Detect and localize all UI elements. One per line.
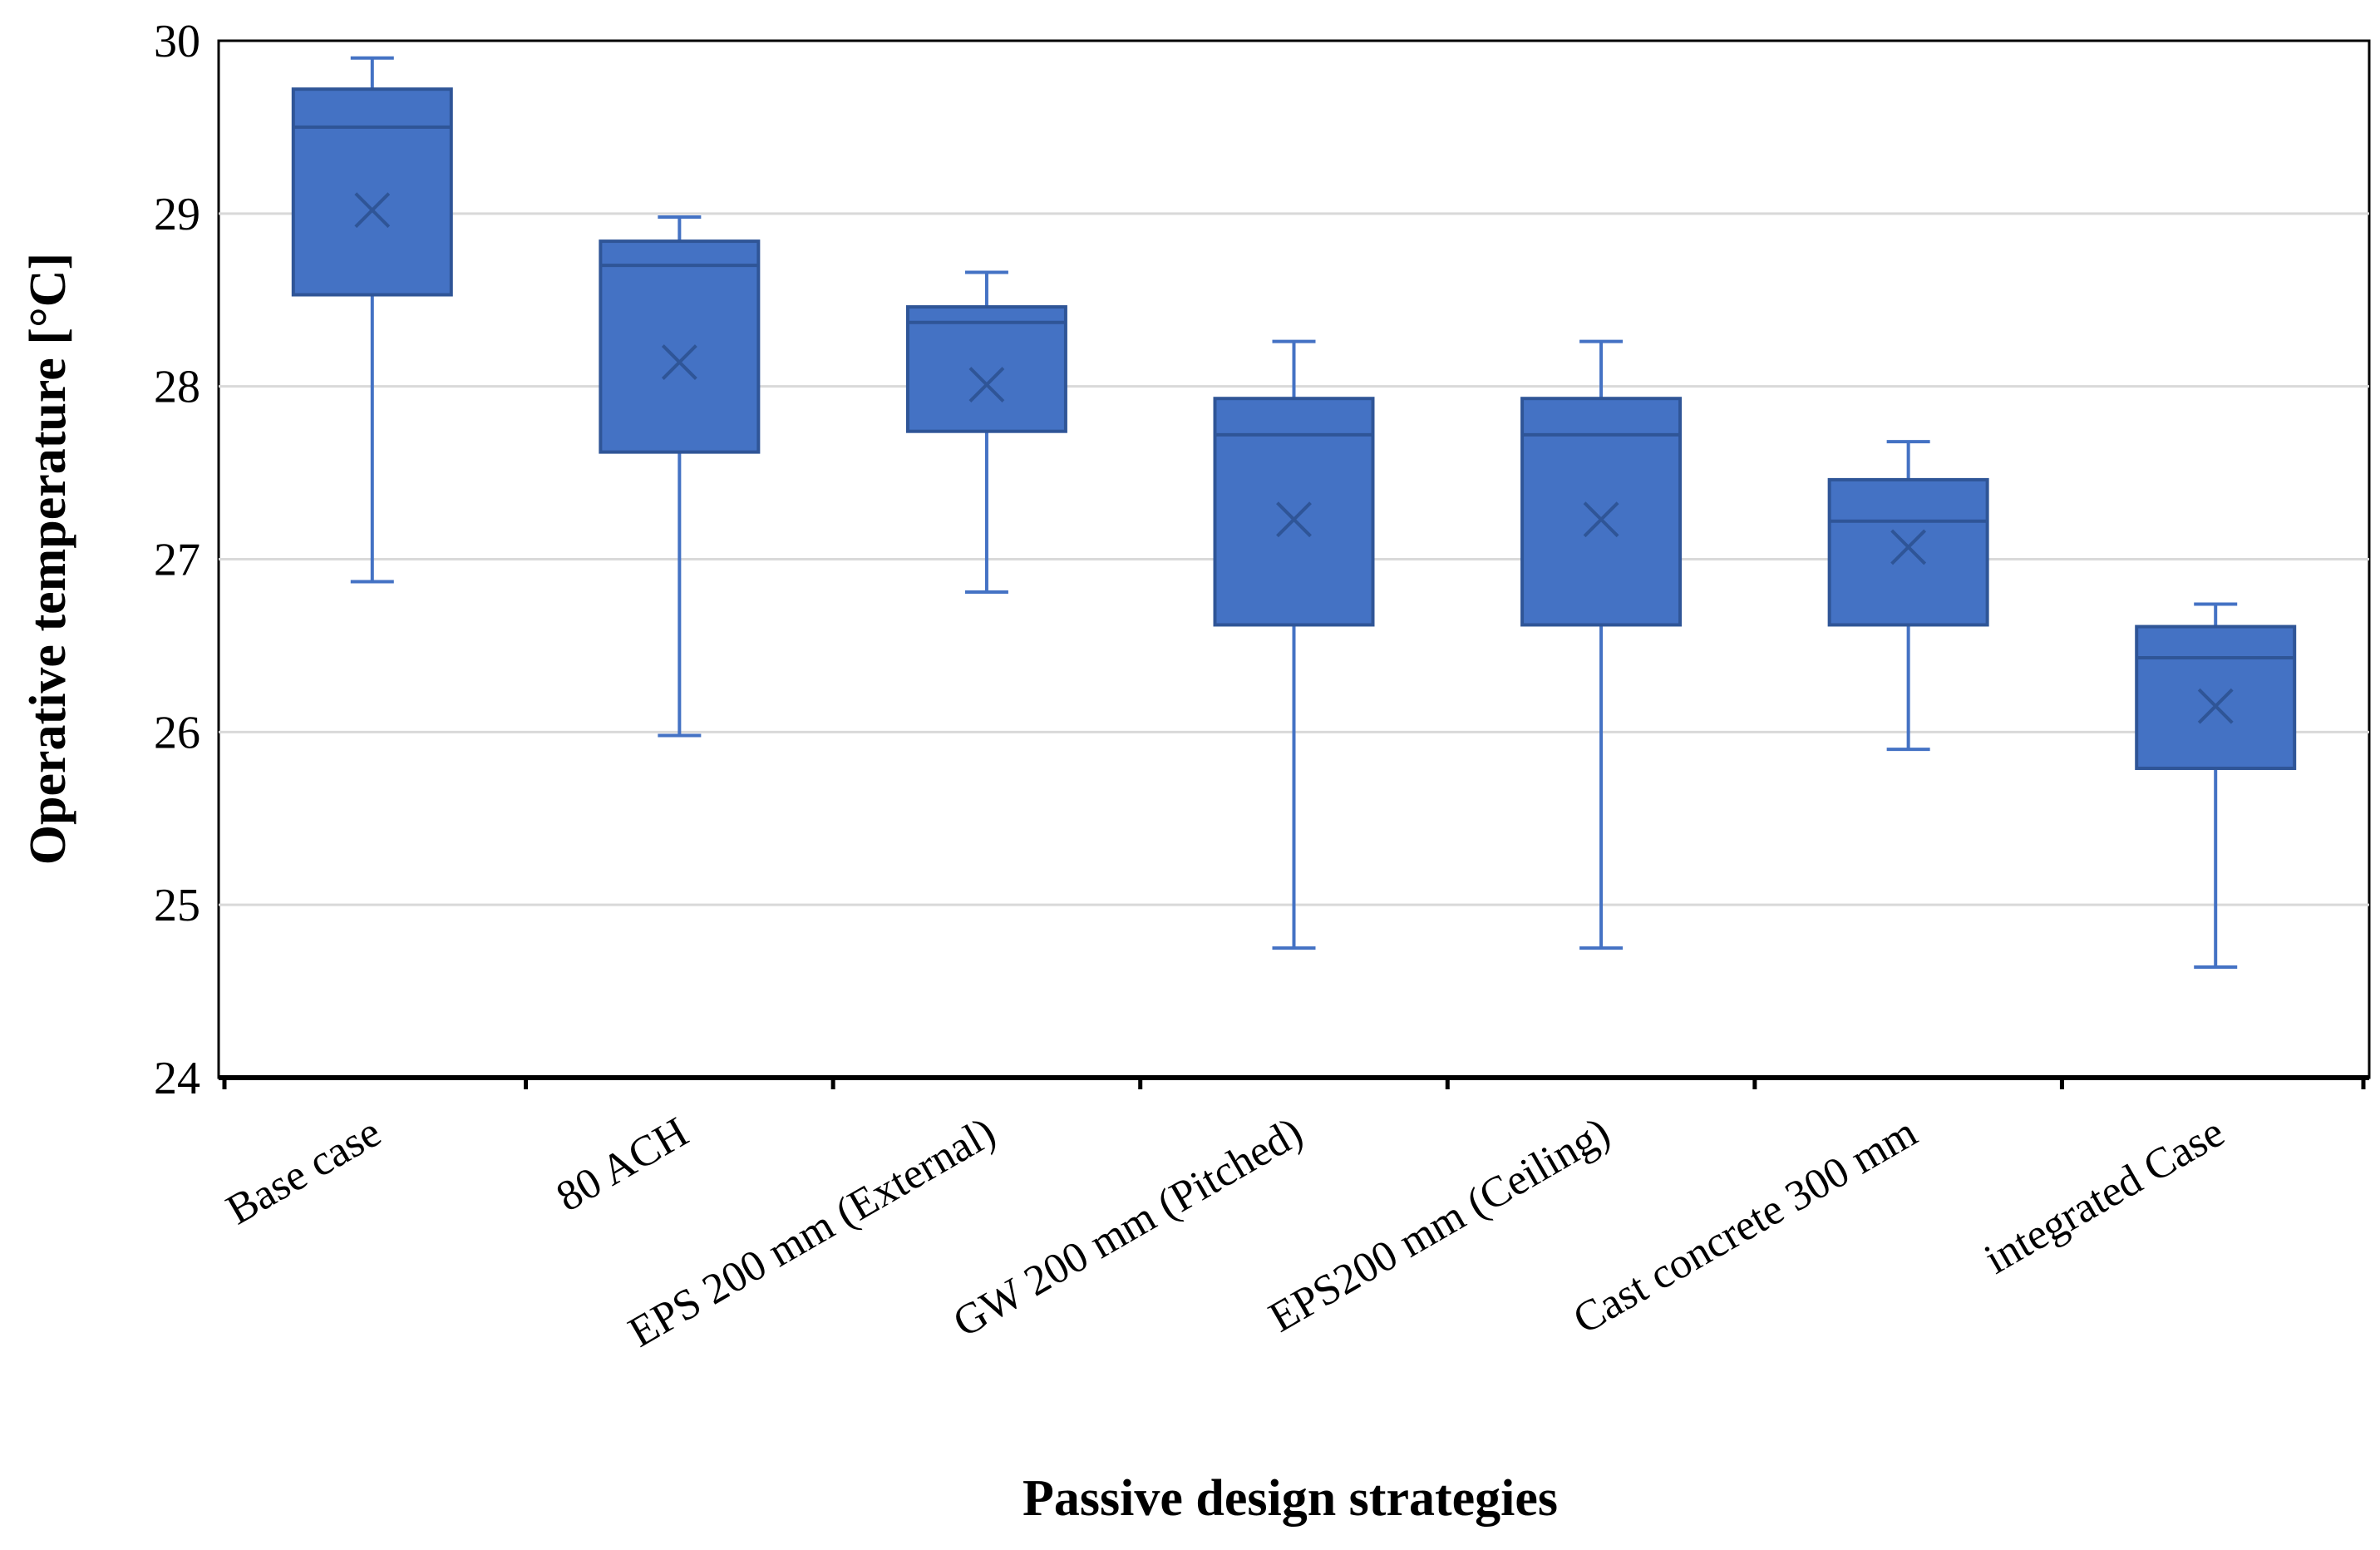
mean-marker — [1890, 529, 1927, 565]
x-tick-label: integrated Case — [1977, 1108, 2232, 1283]
y-tick-label: 25 — [154, 880, 200, 931]
x-tick-label: 80 ACH — [549, 1108, 696, 1221]
box-3 — [905, 270, 1067, 594]
iqr-box — [1213, 397, 1375, 627]
box-7 — [2135, 602, 2297, 969]
box-2 — [599, 215, 761, 738]
box-5 — [1520, 339, 1683, 950]
mean-marker — [1583, 501, 1619, 538]
iqr-box — [905, 305, 1067, 433]
box-6 — [1827, 440, 1989, 752]
y-tick-label: 26 — [154, 707, 200, 758]
iqr-box — [1520, 397, 1683, 627]
y-tick-label: 27 — [154, 535, 200, 586]
x-tick-label: Base case — [219, 1108, 389, 1234]
x-tick-label: EPS200 mm (Ceiling) — [1261, 1108, 1618, 1341]
x-tick-label: Cast concrete 300 mm — [1565, 1108, 1924, 1344]
mean-marker — [2197, 688, 2234, 724]
iqr-box — [1827, 477, 1989, 627]
x-axis-title: Passive design strategies — [1022, 1470, 1558, 1527]
y-axis-title: Operative temperature [°C] — [20, 253, 76, 865]
box-1 — [291, 56, 453, 584]
iqr-box — [291, 87, 453, 297]
iqr-box — [599, 239, 761, 454]
y-tick-label: 24 — [154, 1053, 200, 1104]
mean-marker — [661, 344, 697, 380]
y-tick-label: 28 — [154, 362, 200, 413]
iqr-box — [2135, 624, 2297, 770]
mean-marker — [1276, 501, 1312, 538]
mean-marker — [968, 367, 1005, 403]
y-tick-label: 30 — [154, 16, 200, 67]
y-tick-label: 29 — [154, 189, 200, 240]
box-series — [291, 56, 2297, 969]
box-4 — [1213, 339, 1375, 950]
mean-marker — [354, 192, 391, 229]
